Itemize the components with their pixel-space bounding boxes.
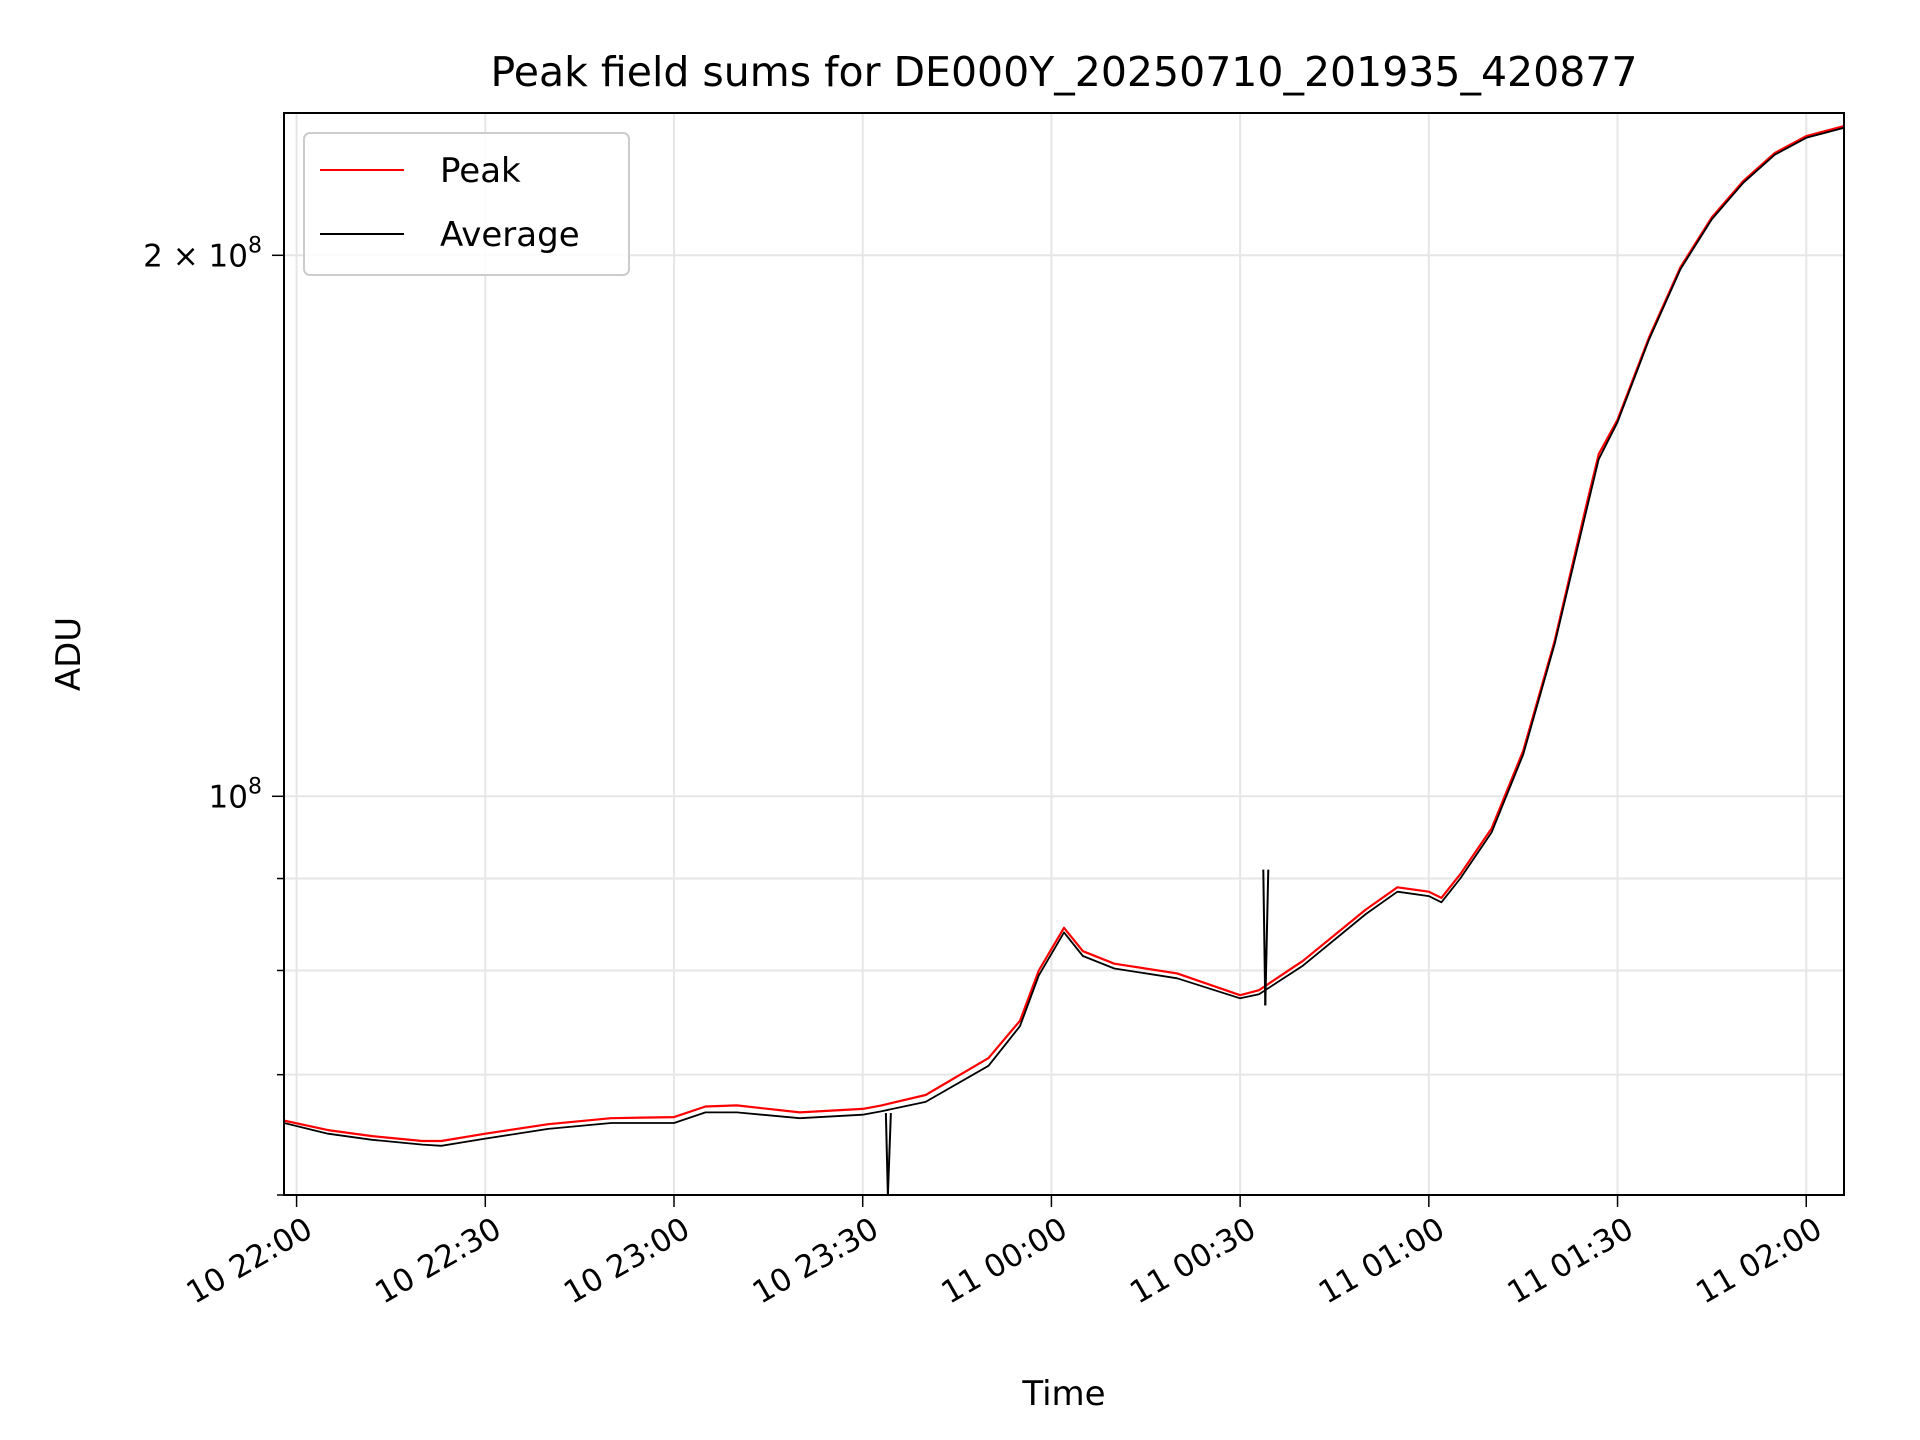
legend-label-average: Average: [440, 215, 580, 255]
y-tick-label: 108: [209, 774, 262, 815]
average-dip: [1264, 869, 1270, 1006]
legend: Peak Average: [303, 132, 630, 276]
legend-label-peak: Peak: [440, 151, 521, 191]
y-tick-label: 2 × 108: [143, 233, 262, 274]
chart-title: Peak field sums for DE000Y_20250710_2019…: [491, 48, 1638, 96]
average-dip: [886, 1113, 892, 1195]
axes-frame: [283, 112, 1845, 1196]
y-axis-label: ADU: [49, 617, 89, 691]
series-layer: [284, 125, 1844, 1195]
x-axis-label: Time: [1021, 1374, 1105, 1414]
series-line-average: [284, 126, 1844, 1147]
legend-box: [303, 132, 630, 276]
y-axis-ticks: 2 × 108 108: [143, 233, 284, 1196]
grid: [284, 113, 1844, 1196]
